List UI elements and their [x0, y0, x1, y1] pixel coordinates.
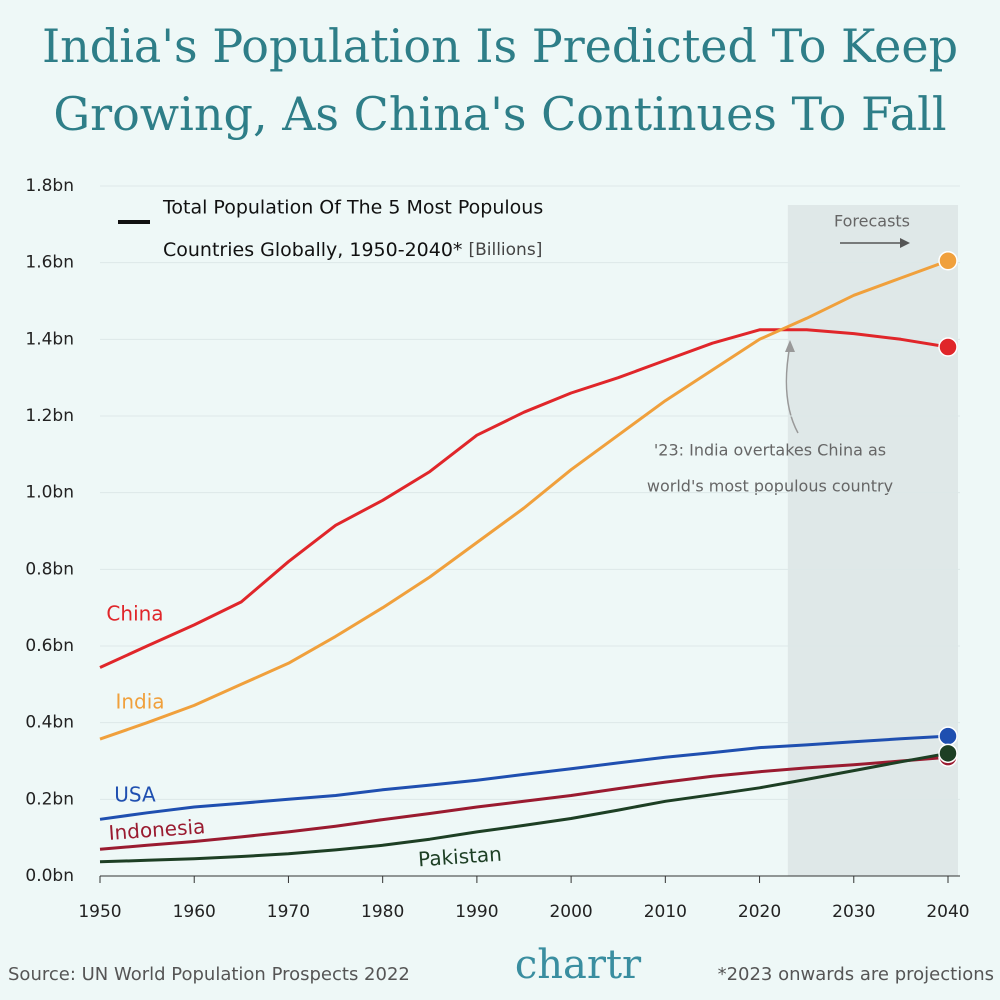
- annotation-arrow: [785, 340, 795, 352]
- series-line: [99, 734, 949, 821]
- end-marker: [938, 743, 958, 764]
- forecast-label: Forecasts: [834, 212, 910, 231]
- y-tick-label: 1.2bn: [25, 406, 74, 426]
- legend-text: Countries Globally, 1950-2040*: [163, 239, 462, 261]
- y-tick-label: 0.8bn: [25, 559, 74, 579]
- x-tick-label: 2000: [549, 902, 592, 922]
- series-line: [99, 755, 949, 851]
- footnote: *2023 onwards are projections: [718, 964, 994, 985]
- x-tick-label: 2020: [738, 902, 781, 922]
- series-label: USA: [114, 783, 156, 807]
- y-tick-label: 1.4bn: [25, 329, 74, 349]
- chart-title: Growing, As China's Continues To Fall: [53, 87, 946, 141]
- logo: chartr: [515, 942, 642, 988]
- x-tick-label: 1980: [361, 902, 404, 922]
- chart-title: India's Population Is Predicted To Keep: [42, 19, 958, 73]
- series-line: [99, 328, 949, 669]
- y-tick-label: 0.2bn: [25, 789, 74, 809]
- y-tick-label: 1.6bn: [25, 253, 74, 273]
- annotation: '23: India overtakes China as: [654, 441, 886, 460]
- x-tick-label: 2030: [832, 902, 875, 922]
- forecast-region: [787, 205, 958, 876]
- y-tick-label: 0.0bn: [25, 866, 74, 886]
- annotation-arrow: [785, 344, 799, 434]
- annotation: world's most populous country: [647, 477, 893, 496]
- legend-unit: [Billions]: [468, 240, 542, 260]
- x-tick-label: 1950: [78, 902, 121, 922]
- end-marker: [938, 337, 958, 357]
- y-tick-label: 0.4bn: [25, 713, 74, 733]
- series-label: Pakistan: [417, 842, 502, 872]
- x-tick-label: 1970: [267, 902, 310, 922]
- y-tick-label: 1.8bn: [25, 176, 74, 196]
- legend-text: Total Population Of The 5 Most Populous: [162, 197, 543, 219]
- source: Source: UN World Population Prospects 20…: [8, 964, 410, 985]
- x-tick-label: 1990: [455, 902, 498, 922]
- y-tick-label: 0.6bn: [25, 636, 74, 656]
- end-marker: [938, 251, 958, 271]
- end-marker: [938, 726, 958, 746]
- legend-text: Countries Globally, 1950-2040* [Billions…: [163, 239, 542, 261]
- x-tick-label: 1960: [173, 902, 216, 922]
- x-tick-label: 2040: [926, 902, 969, 922]
- series-label: India: [115, 690, 164, 714]
- x-tick-label: 2010: [644, 902, 687, 922]
- series-label: China: [106, 602, 163, 626]
- forecast-arrow: [900, 238, 910, 248]
- y-tick-label: 1.0bn: [25, 483, 74, 503]
- series-line: [99, 751, 949, 864]
- series-line: [99, 259, 949, 741]
